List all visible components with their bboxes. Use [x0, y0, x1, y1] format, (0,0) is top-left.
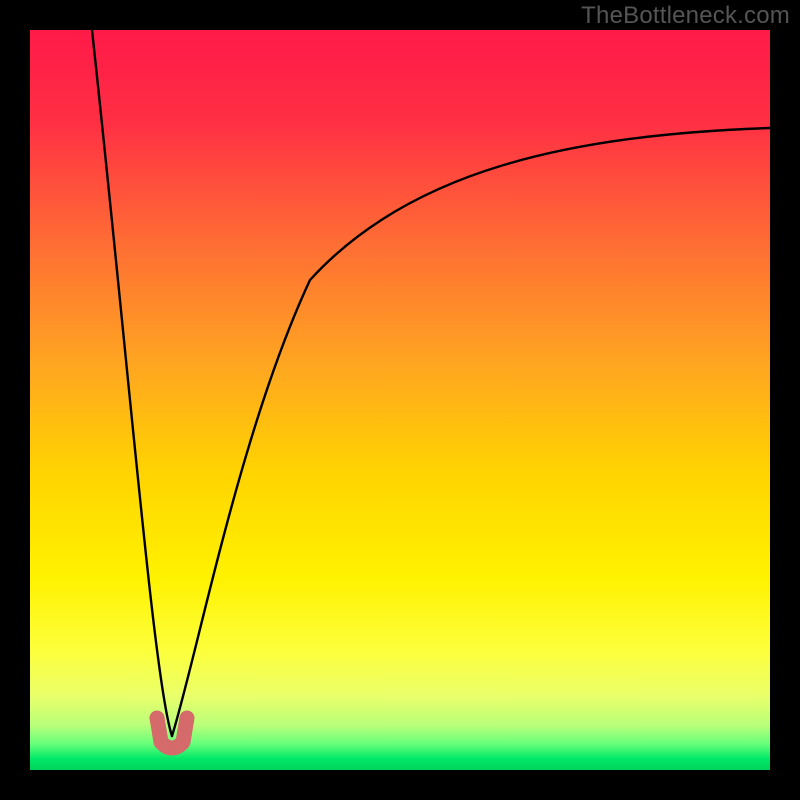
figure-frame: TheBottleneck.com: [0, 0, 800, 800]
watermark-text: TheBottleneck.com: [581, 2, 790, 30]
chart-svg: [0, 0, 800, 800]
plot-background: [30, 30, 770, 770]
